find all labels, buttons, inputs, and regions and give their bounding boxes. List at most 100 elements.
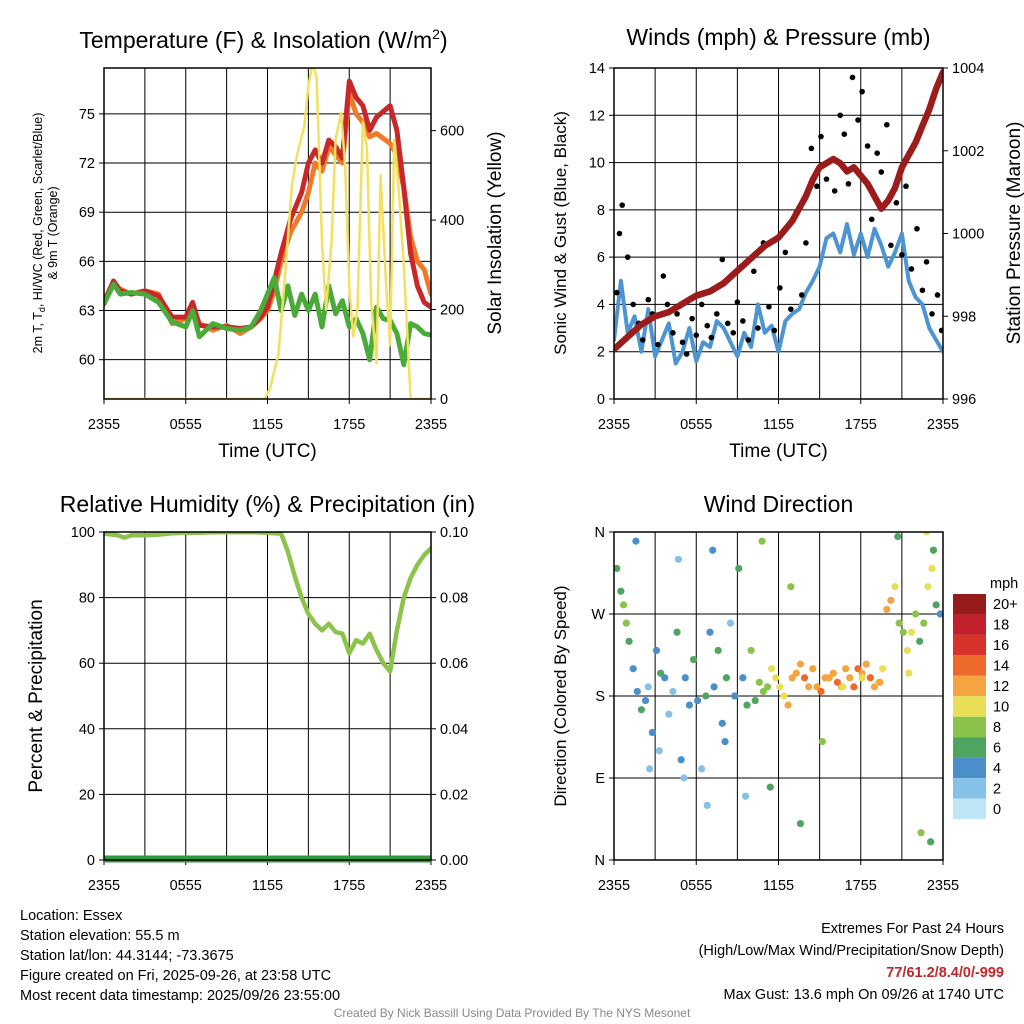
y2-tick-label: 400 bbox=[440, 213, 464, 229]
plot-border bbox=[103, 67, 432, 400]
direction-point bbox=[674, 555, 683, 563]
y-axis-label: Direction (Colored By Speed) bbox=[551, 585, 570, 806]
y2-tick-label: 0.08 bbox=[440, 591, 468, 607]
y-tick-label: 75 bbox=[79, 107, 95, 123]
y2-tick-label: 0.06 bbox=[440, 656, 468, 672]
direction-point bbox=[665, 710, 673, 718]
direction-point bbox=[927, 838, 935, 846]
y-tick-label: 20 bbox=[79, 787, 95, 803]
gust-point bbox=[745, 337, 752, 343]
elevation: Station elevation: 55.5 m bbox=[20, 928, 180, 944]
direction-point bbox=[632, 537, 640, 545]
direction-point bbox=[796, 660, 805, 668]
gust-point bbox=[841, 131, 848, 137]
y2-tick-label: 600 bbox=[440, 124, 464, 140]
gust-point bbox=[899, 251, 905, 258]
direction-point bbox=[706, 628, 714, 636]
gust-point bbox=[868, 216, 875, 223]
series-line-rh bbox=[104, 532, 431, 674]
direction-point bbox=[911, 610, 920, 618]
gust-point bbox=[799, 292, 805, 298]
y-axis-label: Sonic Wind & Gust (Blue, Black) bbox=[551, 111, 570, 355]
gust-point bbox=[655, 341, 661, 348]
direction-point bbox=[629, 665, 637, 673]
y2-axis-label: Solar Insolation (Yellow) bbox=[485, 131, 506, 334]
gust-point bbox=[814, 183, 820, 190]
direction-point bbox=[780, 692, 788, 700]
direction-point bbox=[839, 683, 847, 691]
colorbar-label: 12 bbox=[993, 679, 1009, 695]
gust-point bbox=[624, 254, 631, 260]
y-tick-label: N bbox=[595, 853, 605, 869]
plot-border bbox=[613, 67, 944, 400]
y-tick-label: 72 bbox=[79, 156, 95, 172]
y2-axis-label: Station Pressure (Maroon) bbox=[1004, 122, 1024, 345]
location: Location: Essex bbox=[20, 908, 123, 924]
gust-point bbox=[914, 225, 920, 232]
direction-point bbox=[677, 756, 685, 764]
direction-point bbox=[755, 678, 763, 686]
gust-point bbox=[864, 143, 871, 149]
gust-point bbox=[923, 259, 930, 265]
x-tick-label: 1155 bbox=[763, 878, 794, 894]
y-tick-label: 60 bbox=[79, 353, 95, 369]
gust-point bbox=[698, 301, 705, 308]
direction-point bbox=[876, 678, 884, 686]
y2-tick-label: 1000 bbox=[952, 227, 984, 243]
direction-point bbox=[862, 660, 870, 668]
direction-point bbox=[681, 674, 689, 682]
colorbar-swatch bbox=[953, 757, 986, 779]
gust-point bbox=[740, 318, 746, 324]
y-tick-label: 6 bbox=[597, 250, 605, 266]
panel-0: 2355 0555 1155 1755 2355 60 63 66 69 72 75 0 200 400 6… bbox=[31, 26, 506, 462]
direction-point bbox=[641, 696, 650, 705]
y2-tick-label: 200 bbox=[440, 303, 464, 319]
plot-border bbox=[103, 531, 432, 861]
gust-point bbox=[818, 133, 824, 140]
gust-point bbox=[903, 183, 909, 190]
direction-point bbox=[747, 646, 755, 655]
direction-point bbox=[866, 674, 874, 682]
series-line-sonic-wind bbox=[614, 222, 943, 366]
direction-point bbox=[796, 819, 805, 828]
gust-point bbox=[855, 117, 861, 123]
gust-point bbox=[683, 351, 690, 357]
x-tick-label: 1755 bbox=[845, 878, 877, 894]
gust-point bbox=[888, 242, 894, 249]
gust-point bbox=[777, 285, 783, 291]
colorbar-swatch bbox=[953, 655, 986, 676]
figure-created: Figure created on Fri, 2025-09-26, at 23… bbox=[20, 968, 332, 984]
max-gust: Max Gust: 13.6 mph On 09/26 at 1740 UTC bbox=[723, 987, 1004, 1003]
gust-point bbox=[755, 325, 761, 331]
x-tick-label: 2355 bbox=[927, 878, 959, 894]
title-superscript: 2 bbox=[432, 26, 440, 42]
y2-tick-label: 0.04 bbox=[440, 722, 468, 738]
direction-point bbox=[726, 619, 735, 627]
direction-point bbox=[644, 683, 652, 691]
x-axis-label: Time (UTC) bbox=[218, 441, 317, 462]
direction-point bbox=[907, 628, 916, 636]
series-line-insolation bbox=[104, 68, 431, 399]
y-tick-label: 60 bbox=[79, 656, 95, 672]
gust-point bbox=[845, 181, 852, 187]
colorbar-swatch bbox=[953, 716, 986, 738]
gust-point bbox=[874, 150, 880, 156]
y-tick-label: 0 bbox=[597, 392, 605, 408]
direction-point bbox=[776, 683, 784, 691]
gust-point bbox=[679, 339, 686, 346]
chart-title: Wind Direction bbox=[704, 491, 854, 517]
plot-border bbox=[613, 531, 944, 861]
colorbar-label: 6 bbox=[993, 740, 1001, 756]
colorbar-swatch bbox=[953, 798, 986, 819]
x-tick-label: 1755 bbox=[333, 878, 365, 894]
extremes-title: Extremes For Past 24 Hours bbox=[821, 921, 1004, 937]
colorbar-swatch bbox=[953, 675, 986, 697]
y-tick-label: 10 bbox=[589, 156, 605, 172]
gust-point bbox=[823, 176, 830, 182]
direction-point bbox=[916, 637, 924, 645]
colorbar-label: 20+ bbox=[993, 597, 1018, 613]
x-tick-label: 1155 bbox=[763, 417, 794, 433]
direction-point bbox=[689, 655, 698, 664]
direction-point bbox=[883, 605, 891, 614]
